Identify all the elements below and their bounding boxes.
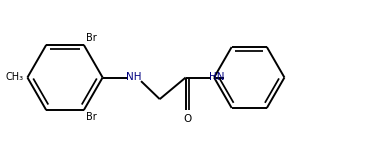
Text: Br: Br	[86, 113, 97, 122]
Text: CH₃: CH₃	[5, 73, 24, 82]
Text: Br: Br	[86, 33, 97, 42]
Text: NH: NH	[126, 73, 142, 82]
Text: O: O	[183, 114, 191, 124]
Text: HN: HN	[209, 73, 225, 82]
